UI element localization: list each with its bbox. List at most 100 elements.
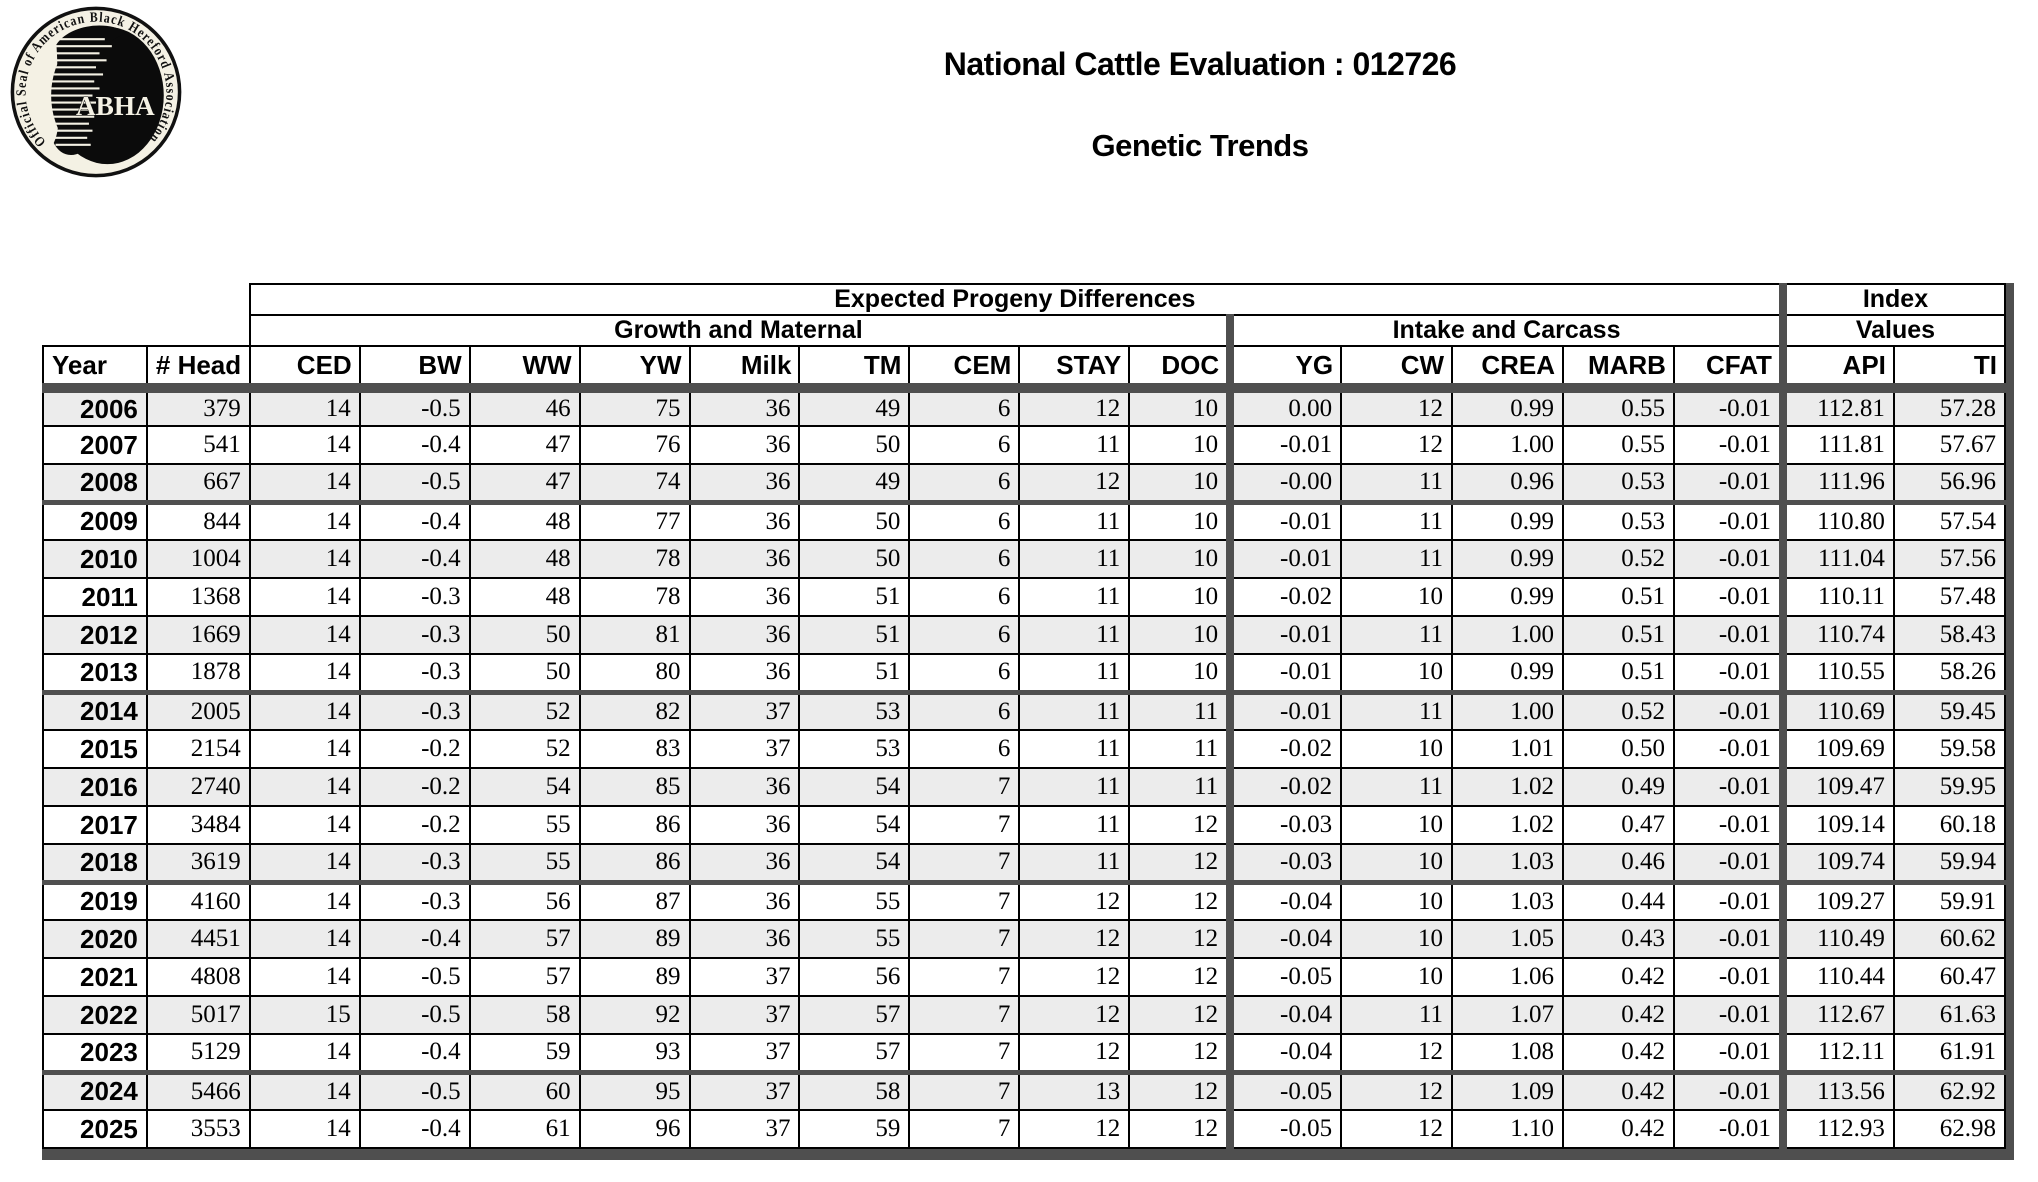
data-cell: 14 [248, 1069, 361, 1111]
data-cell: 1.02 [1451, 767, 1564, 807]
year-cell: 2012 [42, 615, 148, 655]
data-cell: 112.67 [1778, 995, 1895, 1035]
year-cell: 2015 [42, 729, 148, 769]
data-cell: 78 [578, 539, 691, 579]
data-cell: 12 [1018, 387, 1131, 427]
data-cell: 109.69 [1778, 729, 1895, 769]
data-cell: 61.63 [1892, 995, 2007, 1035]
table-row-2022: 2022 5017 15 -0.5 58 92 37 57 7 12 12 -0.04 11 1.07 0.… [42, 995, 2007, 1035]
data-cell: -0.5 [358, 463, 471, 503]
col-header-ced: CED [248, 345, 361, 393]
data-cell: 14 [248, 1033, 361, 1073]
data-cell: 81 [578, 615, 691, 655]
data-cell: 46 [468, 387, 581, 427]
data-cell: 12 [1128, 957, 1232, 997]
data-cell: -0.01 [1672, 1069, 1784, 1111]
data-cell: 112.81 [1778, 387, 1895, 427]
data-cell: 14 [248, 729, 361, 769]
data-cell: 7 [908, 995, 1021, 1035]
data-cell: -0.04 [1226, 919, 1343, 959]
data-cell: 12 [1018, 879, 1131, 921]
data-cell: 54 [468, 767, 581, 807]
data-cell: 14 [248, 425, 361, 465]
data-cell: 11 [1340, 767, 1454, 807]
data-cell: -0.3 [358, 879, 471, 921]
year-cell: 2022 [42, 995, 148, 1035]
data-cell: 86 [578, 805, 691, 845]
data-cell: 11 [1340, 995, 1454, 1035]
data-cell: 844 [145, 499, 251, 541]
data-cell: 1.00 [1451, 689, 1564, 731]
data-cell: 54 [798, 805, 911, 845]
data-cell: 10 [1128, 499, 1232, 541]
data-cell: 36 [688, 387, 801, 427]
data-cell: -0.01 [1672, 689, 1784, 731]
data-cell: 1004 [145, 539, 251, 579]
data-cell: 59 [798, 1109, 911, 1149]
data-cell: 60.18 [1892, 805, 2007, 845]
data-cell: 50 [798, 499, 911, 541]
data-cell: 54 [798, 843, 911, 883]
table-row-2010: 2010 1004 14 -0.4 48 78 36 50 6 11 10 -0.01 11 0.99 0.… [42, 539, 2007, 579]
data-cell: 6 [908, 387, 1021, 427]
page-subtitle: Genetic Trends [1091, 128, 1309, 163]
data-cell: 110.69 [1778, 689, 1895, 731]
data-cell: 1368 [145, 577, 251, 617]
data-cell: 0.50 [1561, 729, 1675, 769]
data-cell: 12 [1018, 995, 1131, 1035]
data-cell: 12 [1018, 919, 1131, 959]
data-cell: 10 [1128, 425, 1232, 465]
data-cell: 93 [578, 1033, 691, 1073]
data-cell: 59.45 [1892, 689, 2007, 731]
data-cell: 0.99 [1451, 653, 1564, 693]
data-cell: 6 [908, 729, 1021, 769]
data-cell: 62.98 [1892, 1109, 2007, 1149]
data-cell: 52 [468, 729, 581, 769]
data-cell: 10 [1340, 805, 1454, 845]
data-cell: 61 [468, 1109, 581, 1149]
data-cell: -0.05 [1226, 957, 1343, 997]
data-cell: 59.58 [1892, 729, 2007, 769]
data-cell: 113.56 [1778, 1069, 1895, 1111]
genetic-trends-table-wrapper: Expected Progeny Differences Index Growt… [42, 283, 2014, 1160]
data-cell: 37 [688, 689, 801, 731]
data-cell: -0.01 [1672, 767, 1784, 807]
data-cell: 6 [908, 539, 1021, 579]
year-cell: 2020 [42, 919, 148, 959]
data-cell: 76 [578, 425, 691, 465]
data-cell: 0.96 [1451, 463, 1564, 503]
data-cell: -0.00 [1226, 463, 1343, 503]
data-cell: 6 [908, 499, 1021, 541]
year-cell: 2024 [42, 1069, 148, 1111]
data-cell: 109.74 [1778, 843, 1895, 883]
data-cell: 7 [908, 919, 1021, 959]
data-cell: 80 [578, 653, 691, 693]
data-cell: 7 [908, 1033, 1021, 1073]
year-cell: 2021 [42, 957, 148, 997]
data-cell: 61.91 [1892, 1033, 2007, 1073]
data-cell: 12 [1128, 1033, 1232, 1073]
data-cell: 37 [688, 1069, 801, 1111]
year-cell: 2025 [42, 1109, 148, 1149]
data-cell: 89 [578, 957, 691, 997]
data-cell: 55 [468, 805, 581, 845]
data-cell: 36 [688, 425, 801, 465]
data-cell: 2740 [145, 767, 251, 807]
data-cell: 11 [1018, 615, 1131, 655]
data-cell: -0.02 [1226, 577, 1343, 617]
data-cell: 36 [688, 499, 801, 541]
data-cell: 62.92 [1892, 1069, 2007, 1111]
data-cell: 11 [1340, 539, 1454, 579]
data-cell: 36 [688, 919, 801, 959]
data-cell: -0.01 [1672, 653, 1784, 693]
data-cell: 10 [1340, 919, 1454, 959]
data-cell: 0.99 [1451, 499, 1564, 541]
data-cell: 11 [1018, 499, 1131, 541]
data-cell: 36 [688, 879, 801, 921]
group-header-row-2: Growth and Maternal Intake and Carcass V… [43, 314, 2007, 347]
data-cell: 12 [1128, 919, 1232, 959]
data-cell: -0.01 [1672, 995, 1784, 1035]
data-cell: 56.96 [1892, 463, 2007, 503]
data-cell: -0.05 [1226, 1069, 1343, 1111]
